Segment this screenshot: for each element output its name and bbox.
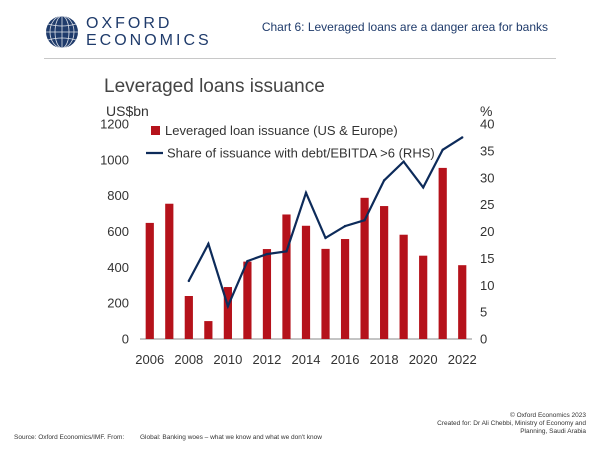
globe-icon — [46, 15, 78, 49]
legend: Leveraged loan issuance (US & Europe) Sha… — [146, 123, 435, 161]
bar — [399, 234, 408, 339]
y-left-tick-label: 800 — [107, 188, 129, 203]
bar — [360, 197, 369, 339]
bar — [438, 167, 447, 339]
y-right-tick-label: 5 — [480, 305, 487, 320]
y-right-tick-label: 15 — [480, 251, 494, 266]
y-right-tick-label: 40 — [480, 117, 494, 132]
copyright-text: © Oxford Economics 2023 — [510, 412, 586, 419]
line-series — [187, 136, 464, 310]
bar — [262, 249, 272, 339]
y-right-tick-label: 25 — [480, 197, 494, 212]
y-left-tick-label: 1200 — [100, 117, 129, 132]
from-text: Global: Banking woes – what we know and … — [140, 434, 322, 441]
line-point — [382, 179, 386, 182]
line-point — [363, 219, 366, 222]
x-tick-label: 2014 — [292, 352, 321, 367]
bar — [223, 287, 232, 339]
line-point — [207, 242, 210, 246]
line-point — [343, 224, 347, 228]
legend-line-label: Share of issuance with debt/EBITDA >6 (R… — [167, 146, 435, 161]
y-right-tick-label: 30 — [480, 170, 494, 185]
x-tick-label: 2006 — [135, 352, 164, 367]
line-point — [187, 279, 191, 283]
axes: 0 200 400 600 800 1000 1200 0 5 10 15 20 25 30 35 40 US$… — [100, 103, 494, 367]
logo-line-1: OXFORD — [86, 15, 173, 32]
y-right-tick-label: 0 — [480, 332, 487, 347]
logo-line-2: ECONOMICS — [86, 32, 212, 49]
y-right-tick-label: 20 — [480, 224, 494, 239]
bar — [321, 248, 330, 339]
y-left-tick-label: 0 — [122, 332, 129, 347]
legend-bar-swatch — [151, 126, 160, 135]
bar — [458, 265, 467, 339]
footer-credits: © Oxford Economics 2023 Created for: Dr … — [437, 412, 586, 436]
y-left-tick-label: 400 — [107, 260, 129, 275]
line-point — [226, 305, 230, 308]
line-point — [402, 160, 405, 163]
line-point — [441, 148, 444, 151]
line-point — [461, 136, 464, 139]
line-point — [246, 259, 249, 263]
x-tick-label: 2022 — [448, 352, 477, 367]
x-tick-label: 2020 — [409, 352, 438, 367]
line-point — [324, 236, 327, 240]
y-left-axis-label: US$bn — [106, 103, 149, 119]
oxford-economics-logo: OXFORD ECONOMICS — [44, 14, 212, 50]
y-right-axis-label: % — [480, 103, 492, 119]
line-point — [421, 186, 425, 189]
line-point — [285, 250, 288, 253]
bar — [419, 255, 428, 339]
created-for-line-1: Created for: Dr Ali Chebbi, Ministry of … — [437, 420, 586, 427]
created-for-line-2: Planning, Saudi Arabia — [520, 428, 586, 435]
y-right-tick-label: 35 — [480, 143, 494, 158]
y-left-tick-label: 600 — [107, 224, 129, 239]
bar — [282, 214, 291, 339]
bar — [145, 222, 154, 339]
legend-bar-label: Leveraged loan issuance (US & Europe) — [165, 123, 398, 138]
bar — [340, 239, 350, 339]
chart-caption: Chart 6: Leveraged loans are a danger ar… — [261, 20, 548, 34]
bar — [243, 261, 252, 339]
bar — [204, 321, 213, 339]
x-tick-label: 2016 — [331, 352, 360, 367]
line-point — [304, 191, 308, 194]
y-left-tick-label: 200 — [107, 296, 129, 311]
header-divider — [44, 58, 556, 59]
bar — [301, 225, 311, 339]
y-left-tick-label: 1000 — [100, 152, 129, 167]
footer-source: Source: Oxford Economics/IMF. From: Glob… — [14, 434, 322, 441]
bar-series — [145, 167, 467, 339]
bar — [165, 203, 174, 339]
x-tick-label: 2018 — [370, 352, 399, 367]
chart-title: Leveraged loans issuance — [104, 76, 325, 97]
line-point — [265, 252, 269, 256]
source-text: Source: Oxford Economics/IMF. — [14, 434, 106, 441]
bar — [184, 296, 193, 339]
x-tick-label: 2012 — [252, 352, 281, 367]
x-tick-label: 2008 — [174, 352, 203, 367]
y-right-tick-label: 10 — [480, 278, 494, 293]
from-label: From: — [107, 434, 125, 441]
x-tick-label: 2010 — [213, 352, 242, 367]
bar — [380, 206, 389, 339]
